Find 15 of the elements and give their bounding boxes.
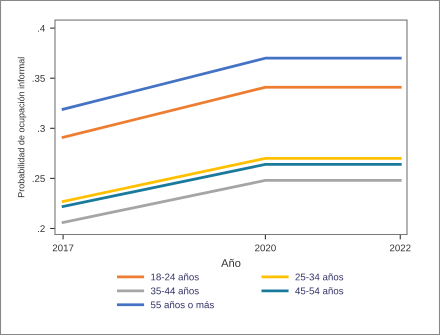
y-axis-title: Probabilidad de ocupación informal [18,57,26,198]
legend-label: 45-54 años [295,287,344,294]
legend-label: 35-44 años [150,287,199,294]
legend-label: 25-34 años [295,273,344,280]
x-tick-label: 2022 [390,244,411,252]
y-tick-label: .35 [32,74,45,82]
x-axis-title: Año [221,258,240,267]
y-tick-label: .4 [38,24,45,32]
legend-label: 55 años o más [150,301,214,308]
y-tick-label: .25 [32,175,45,182]
x-tick-label: 2017 [52,244,74,252]
legend-label: 18-24 años [151,273,199,280]
y-tick-label: .3 [38,125,45,132]
y-tick-label: .2 [38,225,45,232]
x-tick-label: 2020 [255,244,276,252]
